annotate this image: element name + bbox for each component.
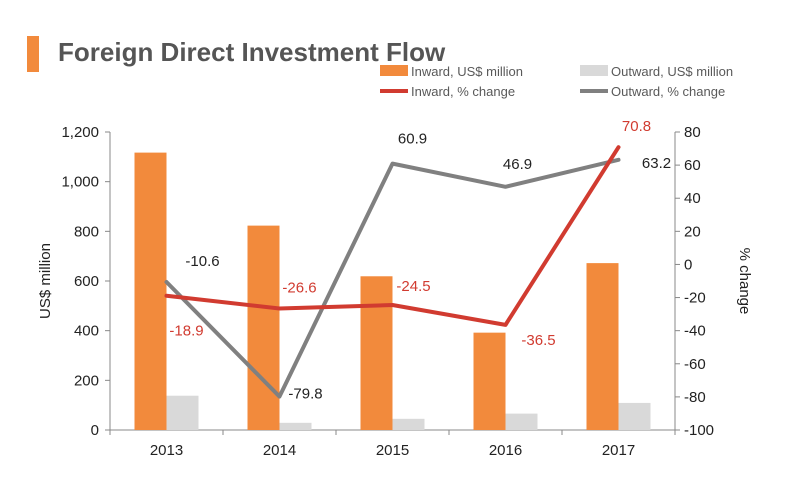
right-tick-label: 40	[684, 190, 701, 207]
left-tick-label: 800	[74, 223, 99, 240]
legend-swatch	[380, 65, 408, 76]
label-outward-pct-2017: 63.2	[642, 155, 671, 172]
right-tick-label: -40	[684, 323, 706, 340]
x-tick-label: 2015	[376, 442, 409, 459]
line-inward-pct	[164, 145, 621, 327]
right-tick-label: 80	[684, 124, 701, 141]
label-inward-pct-2017: 70.8	[622, 118, 651, 135]
label-inward-pct-2015: -24.5	[396, 278, 430, 295]
label-inward-pct-2013: -18.9	[169, 323, 203, 340]
right-tick-label: -20	[684, 290, 706, 307]
y-axis-title: US$ million	[37, 243, 54, 319]
right-tick-label: -60	[684, 356, 706, 373]
bar-outward-2017	[618, 402, 651, 430]
right-tick-label: -80	[684, 389, 706, 406]
legend-label: Inward, % change	[411, 84, 515, 99]
left-tick-label: 0	[91, 422, 99, 439]
x-tick-label: 2016	[489, 442, 522, 459]
label-outward-pct-2015: 60.9	[398, 131, 427, 148]
page-title: Foreign Direct Investment Flow	[58, 37, 446, 67]
legend-label: Outward, US$ million	[611, 64, 733, 79]
bar-outward-2016	[505, 413, 538, 430]
label-inward-pct-2016: -36.5	[521, 332, 555, 349]
right-tick-label: -100	[684, 422, 714, 439]
label-inward-pct-2014: -26.6	[282, 279, 316, 296]
left-tick-label: 1,000	[61, 174, 99, 191]
left-tick-label: 600	[74, 273, 99, 290]
x-tick-label: 2014	[263, 442, 296, 459]
bar-inward-2016	[473, 332, 506, 430]
bar-inward-2014	[247, 225, 280, 430]
x-tick-label: 2017	[602, 442, 635, 459]
legend-label: Outward, % change	[611, 84, 725, 99]
bar-outward-2013	[166, 395, 199, 430]
bar-outward-2014	[279, 422, 312, 430]
label-outward-pct-2016: 46.9	[503, 156, 532, 173]
x-tick-label: 2013	[150, 442, 183, 459]
bar-outward-2015	[392, 418, 425, 430]
right-tick-label: 20	[684, 223, 701, 240]
y2-axis-title: % change	[736, 248, 753, 315]
label-outward-pct-2014: -79.8	[288, 386, 322, 403]
left-tick-label: 200	[74, 372, 99, 389]
bar-inward-2013	[134, 152, 167, 430]
line-outward-pct	[164, 157, 621, 399]
bar-inward-2017	[586, 263, 619, 430]
label-outward-pct-2013: -10.6	[185, 253, 219, 270]
legend-label: Inward, US$ million	[411, 64, 523, 79]
right-tick-label: 0	[684, 256, 692, 273]
title-accent-bar	[27, 36, 39, 72]
right-tick-label: 60	[684, 157, 701, 174]
left-tick-label: 1,200	[61, 124, 99, 141]
left-tick-label: 400	[74, 323, 99, 340]
bar-inward-2015	[360, 276, 393, 430]
legend-swatch	[580, 65, 608, 76]
